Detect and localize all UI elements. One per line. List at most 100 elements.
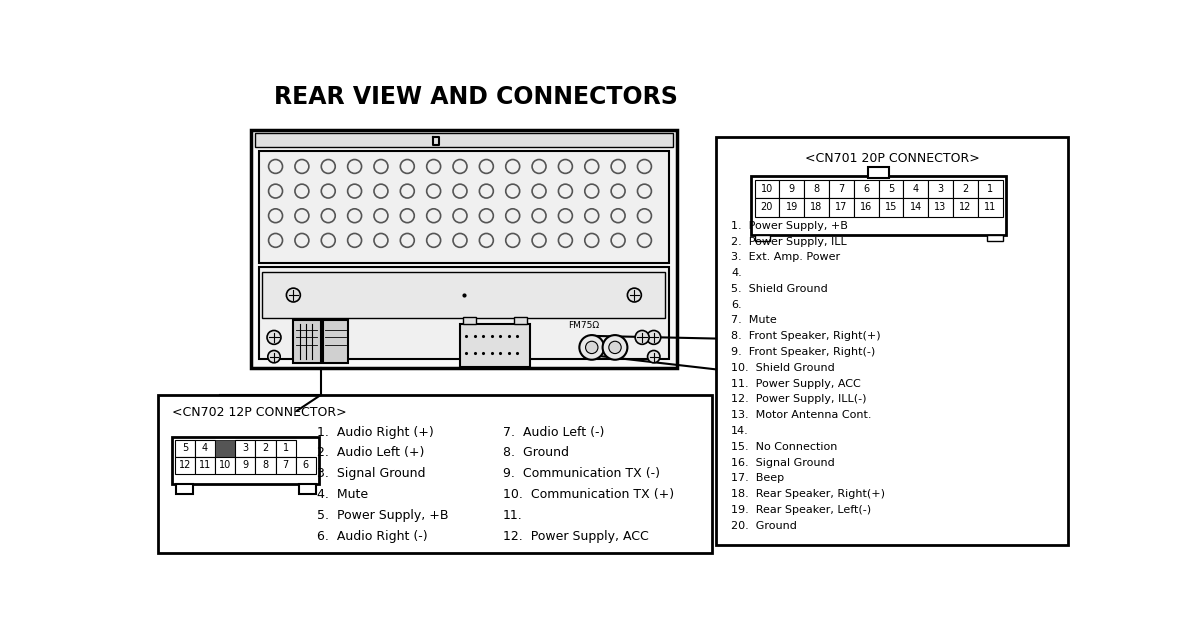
Text: 7: 7 bbox=[282, 461, 289, 470]
Circle shape bbox=[401, 234, 414, 248]
Circle shape bbox=[584, 209, 599, 222]
Circle shape bbox=[635, 331, 649, 345]
Circle shape bbox=[611, 209, 625, 222]
Text: 1.  Audio Right (+): 1. Audio Right (+) bbox=[317, 426, 433, 438]
Bar bbox=[751, 176, 1006, 235]
Text: 12: 12 bbox=[179, 461, 191, 470]
Circle shape bbox=[454, 209, 467, 222]
Circle shape bbox=[268, 331, 281, 345]
Text: 3: 3 bbox=[242, 444, 248, 453]
Text: 4.: 4. bbox=[731, 268, 742, 278]
Bar bbox=[194, 440, 215, 457]
Text: 11.: 11. bbox=[503, 509, 522, 522]
Bar bbox=[978, 198, 1002, 217]
Circle shape bbox=[505, 209, 520, 222]
Circle shape bbox=[637, 209, 652, 222]
Circle shape bbox=[558, 234, 572, 248]
Circle shape bbox=[558, 209, 572, 222]
Circle shape bbox=[611, 159, 625, 173]
Bar bbox=[928, 198, 953, 217]
Circle shape bbox=[269, 159, 282, 173]
Circle shape bbox=[584, 159, 599, 173]
Bar bbox=[460, 324, 529, 367]
Text: 18: 18 bbox=[810, 202, 823, 212]
Text: 14.: 14. bbox=[731, 426, 749, 436]
Text: 11.  Power Supply, ACC: 11. Power Supply, ACC bbox=[731, 379, 862, 389]
Circle shape bbox=[505, 159, 520, 173]
Text: FM75Ω: FM75Ω bbox=[569, 321, 600, 330]
Bar bbox=[254, 134, 673, 147]
Text: 10: 10 bbox=[761, 184, 773, 194]
Bar bbox=[928, 180, 953, 198]
Text: 20: 20 bbox=[761, 202, 773, 212]
Circle shape bbox=[287, 288, 300, 302]
Circle shape bbox=[608, 341, 622, 353]
Circle shape bbox=[532, 184, 546, 198]
Text: 12: 12 bbox=[959, 202, 972, 212]
Text: 3.  Signal Ground: 3. Signal Ground bbox=[317, 467, 425, 480]
Bar bbox=[323, 321, 348, 363]
Bar bbox=[953, 180, 978, 198]
Circle shape bbox=[454, 159, 467, 173]
Bar bbox=[878, 198, 904, 217]
Circle shape bbox=[505, 184, 520, 198]
Circle shape bbox=[348, 184, 361, 198]
Text: 15: 15 bbox=[884, 202, 898, 212]
Text: 14: 14 bbox=[910, 202, 922, 212]
Circle shape bbox=[648, 350, 660, 363]
Text: 13.  Motor Antenna Cont.: 13. Motor Antenna Cont. bbox=[731, 410, 871, 420]
Text: REAR VIEW AND CONNECTORS: REAR VIEW AND CONNECTORS bbox=[274, 85, 678, 109]
Bar bbox=[295, 457, 316, 474]
Text: 1: 1 bbox=[988, 184, 994, 194]
Text: 10.  Communication TX (+): 10. Communication TX (+) bbox=[503, 488, 673, 501]
Text: 5: 5 bbox=[888, 184, 894, 194]
Circle shape bbox=[322, 159, 335, 173]
Text: 20.  Ground: 20. Ground bbox=[731, 520, 797, 530]
Bar bbox=[157, 395, 712, 553]
Text: 6: 6 bbox=[863, 184, 869, 194]
Text: 6.: 6. bbox=[731, 300, 742, 310]
Text: 11: 11 bbox=[199, 461, 211, 470]
Bar bbox=[194, 457, 215, 474]
Circle shape bbox=[401, 184, 414, 198]
Circle shape bbox=[295, 159, 308, 173]
Bar bbox=[853, 198, 878, 217]
Bar bbox=[172, 437, 319, 484]
Bar bbox=[256, 457, 276, 474]
Text: 1: 1 bbox=[282, 444, 289, 453]
Circle shape bbox=[586, 341, 598, 353]
Text: 19: 19 bbox=[786, 202, 798, 212]
Circle shape bbox=[348, 209, 361, 222]
Bar bbox=[215, 457, 235, 474]
Circle shape bbox=[374, 209, 388, 222]
Circle shape bbox=[611, 234, 625, 248]
Bar bbox=[715, 137, 1068, 546]
Text: 19.  Rear Speaker, Left(-): 19. Rear Speaker, Left(-) bbox=[731, 505, 871, 515]
Circle shape bbox=[647, 331, 661, 345]
Circle shape bbox=[628, 288, 641, 302]
Circle shape bbox=[479, 209, 493, 222]
Text: 5.  Power Supply, +B: 5. Power Supply, +B bbox=[317, 509, 448, 522]
Circle shape bbox=[602, 335, 628, 360]
Circle shape bbox=[454, 184, 467, 198]
Text: 16: 16 bbox=[860, 202, 872, 212]
Circle shape bbox=[322, 234, 335, 248]
Circle shape bbox=[558, 184, 572, 198]
Bar bbox=[276, 457, 295, 474]
Text: 10.  Shield Ground: 10. Shield Ground bbox=[731, 363, 835, 373]
Text: 13: 13 bbox=[935, 202, 947, 212]
Circle shape bbox=[454, 234, 467, 248]
Circle shape bbox=[532, 209, 546, 222]
Circle shape bbox=[269, 209, 282, 222]
Text: 12.  Power Supply, ILL(-): 12. Power Supply, ILL(-) bbox=[731, 394, 866, 404]
Bar bbox=[235, 440, 256, 457]
Bar bbox=[251, 130, 677, 368]
Bar bbox=[215, 440, 235, 457]
Circle shape bbox=[269, 184, 282, 198]
Text: 3.  Ext. Amp. Power: 3. Ext. Amp. Power bbox=[731, 253, 840, 262]
Bar bbox=[804, 198, 829, 217]
Bar bbox=[235, 457, 256, 474]
Text: 6.  Audio Right (-): 6. Audio Right (-) bbox=[317, 530, 427, 542]
Circle shape bbox=[374, 234, 388, 248]
Bar bbox=[804, 180, 829, 198]
